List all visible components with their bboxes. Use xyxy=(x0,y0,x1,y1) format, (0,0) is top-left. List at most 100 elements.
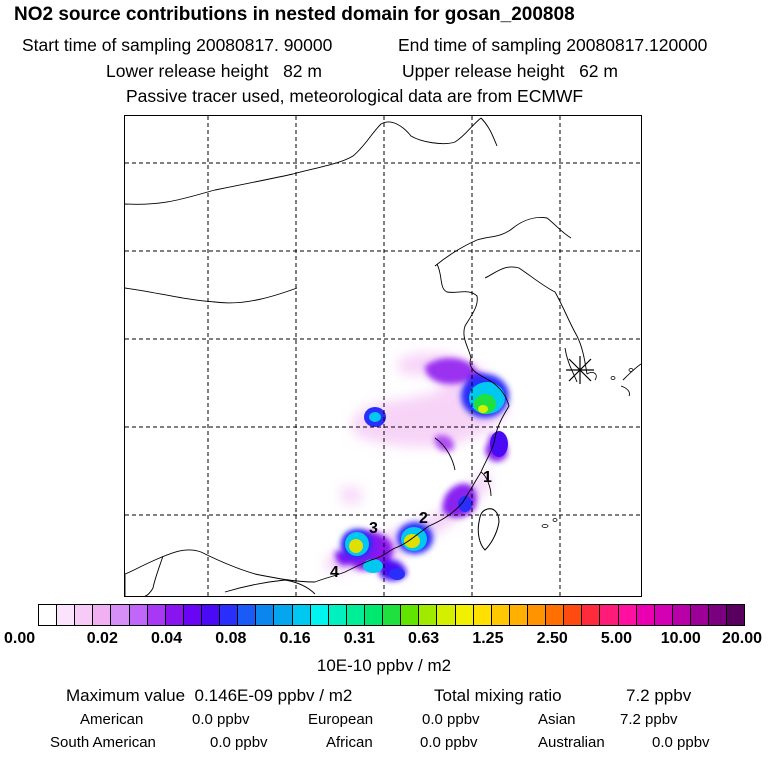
colorbar-cell xyxy=(527,605,547,625)
colorbar-cell xyxy=(129,605,148,625)
start-time: Start time of sampling 20080817. 90000 xyxy=(22,35,332,56)
colorbar-cell xyxy=(57,605,76,625)
colorbar-cell xyxy=(672,605,691,625)
region-name: South American xyxy=(50,734,156,751)
lower-release-label: Lower release height xyxy=(106,61,269,81)
total-label: Total mixing ratio xyxy=(434,686,562,705)
colorbar-cell xyxy=(709,605,728,625)
colorbar-cell xyxy=(39,605,58,625)
colorbar-cell xyxy=(75,605,94,625)
hotspot-north xyxy=(461,374,509,418)
end-time-value: 20080817.120000 xyxy=(566,35,708,55)
colorbar-cell xyxy=(147,605,166,625)
region-value: 0.0 ppbv xyxy=(210,734,268,751)
map-panel: 1 2 3 4 xyxy=(124,115,642,597)
colorbar-cell xyxy=(238,605,257,625)
colorbar-cell xyxy=(564,605,583,625)
region-name: Australian xyxy=(538,734,605,751)
max-value: 0.146E-09 ppbv / m2 xyxy=(194,686,353,705)
coastlines xyxy=(125,117,641,596)
region-value: 7.2 ppbv xyxy=(620,711,678,728)
lower-release-value: 82 m xyxy=(283,61,322,81)
total-mixing-ratio: Total mixing ratio xyxy=(434,686,562,706)
max-label: Maximum value xyxy=(66,686,186,705)
colorbar xyxy=(38,604,745,626)
colorbar-cell xyxy=(690,605,710,625)
colorbar-cell xyxy=(292,605,311,625)
colorbar-tick-label: 10.00 xyxy=(660,630,701,647)
hotspot-source-3 xyxy=(341,529,373,559)
source-label-2: 2 xyxy=(419,510,428,527)
colorbar-cell xyxy=(419,605,438,625)
region-value: 0.0 ppbv xyxy=(420,734,478,751)
colorbar-cell xyxy=(600,605,619,625)
colorbar-cell xyxy=(364,605,384,625)
colorbar-cell xyxy=(183,605,202,625)
region-name: African xyxy=(326,734,373,751)
colorbar-tick-label: 0.00 xyxy=(4,630,36,647)
colorbar-cell xyxy=(473,605,492,625)
colorbar-tick-label: 5.00 xyxy=(600,630,633,647)
hotspot-shandong xyxy=(364,407,386,427)
colorbar-cell xyxy=(455,605,474,625)
colorbar-tick-label: 0.04 xyxy=(150,630,183,647)
colorbar-cell xyxy=(220,605,239,625)
colorbar-cell xyxy=(401,605,420,625)
end-time-label: End time of sampling xyxy=(398,35,562,55)
hotspot-east xyxy=(458,431,508,512)
colorbar-tick-label: 20.00 xyxy=(721,630,762,647)
map-svg xyxy=(125,116,641,596)
receptor-marker xyxy=(566,356,594,384)
colorbar-cell xyxy=(165,605,184,625)
colorbar-tick-label: 0.31 xyxy=(343,630,375,647)
source-label-4: 4 xyxy=(330,564,339,581)
colorbar-cell xyxy=(201,605,221,625)
upper-release-value: 62 m xyxy=(579,61,618,81)
colorbar-cell xyxy=(491,605,510,625)
end-time: End time of sampling 20080817.120000 xyxy=(398,35,707,56)
region-value: 0.0 ppbv xyxy=(652,734,710,751)
source-label-3: 3 xyxy=(369,520,378,537)
colorbar-cell xyxy=(727,605,745,625)
colorbar-cell xyxy=(437,605,456,625)
region-value: 0.0 ppbv xyxy=(422,711,480,728)
colorbar-cell xyxy=(346,605,365,625)
taiwan-outline xyxy=(477,508,500,551)
colorbar-cell xyxy=(274,605,293,625)
colorbar-cell xyxy=(383,605,402,625)
colorbar-cell xyxy=(509,605,528,625)
colorbar-tick-label: 0.16 xyxy=(279,630,311,647)
maximum-value: Maximum value 0.146E-09 ppbv / m2 xyxy=(66,686,352,706)
start-time-value: 20080817. 90000 xyxy=(196,35,333,55)
region-name: Asian xyxy=(538,711,576,728)
total-value: 7.2 ppbv xyxy=(626,686,692,705)
colorbar-cell xyxy=(111,605,130,625)
colorbar-cell xyxy=(256,605,275,625)
colorbar-units: 10E-10 ppbv / m2 xyxy=(316,656,452,675)
upper-release-label: Upper release height xyxy=(402,61,565,81)
region-value: 0.0 ppbv xyxy=(192,711,250,728)
source-label-1: 1 xyxy=(483,469,492,486)
upper-release-height: Upper release height 62 m xyxy=(402,61,618,82)
colorbar-tick-label: 2.50 xyxy=(536,630,568,647)
lower-release-height: Lower release height 82 m xyxy=(106,61,322,82)
colorbar-tick-label: 0.02 xyxy=(86,630,118,647)
colorbar-cell xyxy=(654,605,673,625)
colorbar-cell xyxy=(310,605,329,625)
colorbar-tick-label: 0.08 xyxy=(215,630,247,647)
islands xyxy=(541,368,634,528)
colorbar-tick-label: 1.25 xyxy=(472,630,504,647)
region-name: American xyxy=(80,711,144,728)
colorbar-cell xyxy=(636,605,655,625)
tracer-note: Passive tracer used, meteorological data… xyxy=(126,86,584,106)
start-time-label: Start time of sampling xyxy=(22,35,192,55)
colorbar-cell xyxy=(93,605,112,625)
colorbar-cell xyxy=(546,605,565,625)
colorbar-cell xyxy=(618,605,637,625)
page-title: NO2 source contributions in nested domai… xyxy=(14,4,575,25)
map-grid xyxy=(125,116,641,596)
hotspot-south xyxy=(363,559,405,580)
region-name: European xyxy=(308,711,374,728)
colorbar-cell xyxy=(328,605,347,625)
colorbar-tick-label: 0.63 xyxy=(408,630,440,647)
